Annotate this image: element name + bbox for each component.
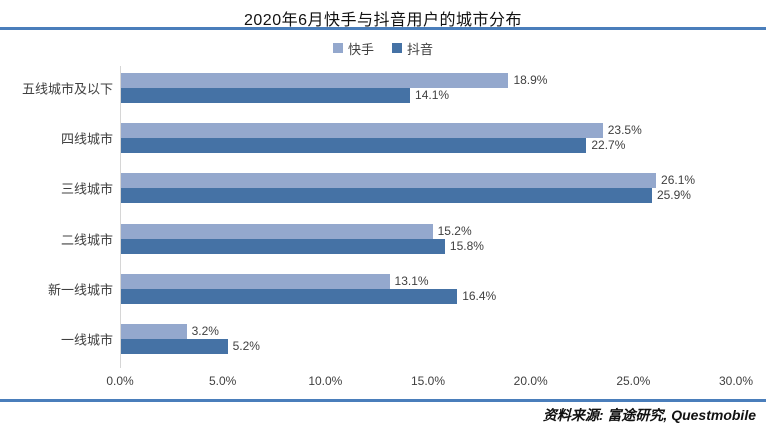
- bar-line: 15.2%: [121, 223, 736, 239]
- bar-group: 新一线城市 13.1% 16.4%: [48, 273, 736, 304]
- value-label: 15.2%: [437, 223, 472, 238]
- value-label: 3.2%: [191, 323, 219, 338]
- category-label: 四线城市: [60, 131, 113, 147]
- x-tick-label: 25.0%: [616, 374, 651, 388]
- bar-line: 23.5%: [121, 123, 736, 139]
- plot-area: 五线城市及以下 18.9% 14.1% 四线城市 23.5% 22.7% 三线城市 26.1%…: [22, 66, 736, 362]
- bar-抖音: [121, 238, 445, 254]
- chart-legend: 快手 抖音: [0, 39, 766, 58]
- bar-快手: [121, 173, 657, 189]
- x-tick-label: 5.0%: [208, 374, 237, 388]
- bar-抖音: [121, 138, 587, 154]
- legend-item-douyin: 抖音: [392, 39, 433, 58]
- value-label: 14.1%: [415, 88, 450, 102]
- bar-line: 25.9%: [121, 188, 736, 204]
- x-tick-label: 10.0%: [308, 374, 343, 388]
- value-label: 16.4%: [462, 288, 497, 303]
- x-tick-label: 20.0%: [513, 374, 548, 388]
- category-label: 二线城市: [60, 232, 113, 248]
- legend-label: 快手: [347, 41, 374, 57]
- bar-group: 五线城市及以下 18.9% 14.1%: [22, 73, 736, 103]
- bar-line: 26.1%: [121, 173, 736, 189]
- bar-抖音: [121, 188, 652, 204]
- chart-title: 2020年6月快手与抖音用户的城市分布: [244, 12, 522, 29]
- bar-快手: [121, 123, 603, 139]
- bar-line: 16.4%: [121, 288, 736, 304]
- bar-抖音: [121, 88, 411, 103]
- legend-swatch-douyin-icon: [392, 43, 402, 53]
- bar-line: 14.1%: [121, 88, 736, 103]
- bar-group: 四线城市 23.5% 22.7%: [61, 123, 736, 154]
- value-label: 22.7%: [591, 138, 626, 153]
- bar-快手: [121, 323, 187, 339]
- source-note: 资料来源: 富途研究, Questmobile: [542, 407, 756, 423]
- bar-line: 18.9%: [121, 73, 736, 88]
- legend-label: 抖音: [407, 41, 434, 57]
- bar-line: 3.2%: [121, 323, 736, 339]
- bar-快手: [121, 223, 433, 239]
- bar-快手: [121, 273, 390, 289]
- category-label: 新一线城市: [47, 282, 113, 298]
- value-label: 23.5%: [607, 123, 642, 138]
- bar-抖音: [121, 288, 458, 304]
- bar-line: 5.2%: [121, 338, 736, 354]
- category-label: 一线城市: [60, 332, 113, 348]
- value-label: 25.9%: [656, 188, 691, 203]
- x-tick-label: 15.0%: [410, 374, 446, 388]
- bar-line: 22.7%: [121, 138, 736, 154]
- legend-item-kuaishou: 快手: [332, 39, 374, 58]
- value-label: 15.8%: [449, 238, 484, 253]
- legend-swatch-kuaishou-icon: [332, 43, 343, 53]
- bar-group: 三线城市 26.1% 25.9%: [61, 173, 736, 204]
- value-label: 13.1%: [394, 273, 429, 288]
- value-label: 5.2%: [232, 338, 260, 353]
- bar-抖音: [121, 338, 228, 354]
- value-label: 18.9%: [513, 73, 548, 87]
- category-label: 三线城市: [60, 181, 113, 197]
- x-tick-label: 0.0%: [106, 374, 134, 388]
- category-label: 五线城市及以下: [21, 81, 113, 97]
- bar-快手: [121, 73, 509, 88]
- bar-group: 一线城市 3.2% 5.2%: [61, 323, 736, 354]
- bar-group: 二线城市 15.2% 15.8%: [61, 223, 736, 254]
- bar-line: 13.1%: [121, 273, 736, 289]
- value-label: 26.1%: [661, 173, 696, 188]
- footer-divider-line: [0, 399, 766, 402]
- title-divider-line: [0, 27, 766, 30]
- x-tick-label: 30.0%: [718, 374, 754, 388]
- bar-line: 15.8%: [121, 238, 736, 254]
- x-axis-tick-labels: 0.0% 5.0% 10.0% 15.0% 20.0% 25.0% 30.0%: [106, 374, 753, 390]
- axis-tick-mark: [120, 362, 121, 368]
